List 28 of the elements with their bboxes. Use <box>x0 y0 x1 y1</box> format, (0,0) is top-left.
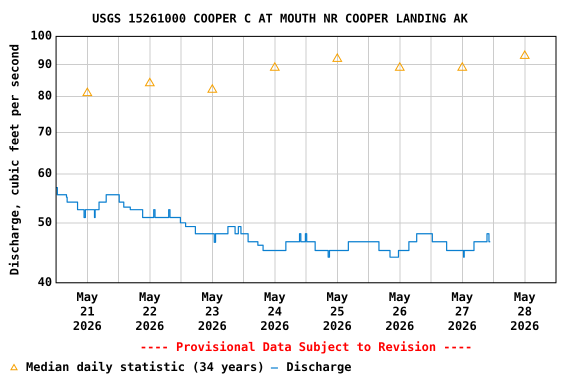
point <box>270 62 280 71</box>
text: ---- Provisional Data Subject to Revision ---- <box>140 340 472 354</box>
x-tick-label: May 23 2026 <box>198 290 227 333</box>
point <box>332 53 342 62</box>
point <box>144 78 155 86</box>
y-tick-label: 40 <box>38 274 52 289</box>
x-tick-label: May 22 2026 <box>135 290 164 333</box>
y-tick-label: 70 <box>38 124 52 138</box>
point <box>457 62 468 71</box>
y-tick-label: 60 <box>38 166 52 180</box>
point <box>207 84 218 93</box>
x-tick-label: May 24 2026 <box>260 290 290 333</box>
legend-label: Discharge <box>286 360 352 374</box>
y-tick-label: 90 <box>38 56 52 71</box>
y-tick-label: 100 <box>30 28 52 43</box>
legend-label: Median daily statistic (34 years) <box>26 360 264 374</box>
x-tick-label: May 27 2026 <box>448 290 477 333</box>
y-axis-title: Discharge, cubic feet per second <box>7 44 22 276</box>
chart-title: USGS 15261000 COOPER C AT MOUTH NR COOPER LANDING AK <box>92 11 469 26</box>
x-tick-label: May 28 2026 <box>510 290 540 333</box>
x-tick-label: May 25 2026 <box>322 290 352 333</box>
y-tick-label: 50 <box>38 214 52 229</box>
y-tick-label: 80 <box>38 88 52 103</box>
x-tick-label: May 21 2026 <box>72 290 102 333</box>
point <box>520 50 530 59</box>
point <box>82 88 92 96</box>
point <box>394 62 405 71</box>
x-tick-label: May 26 2026 <box>385 290 414 333</box>
